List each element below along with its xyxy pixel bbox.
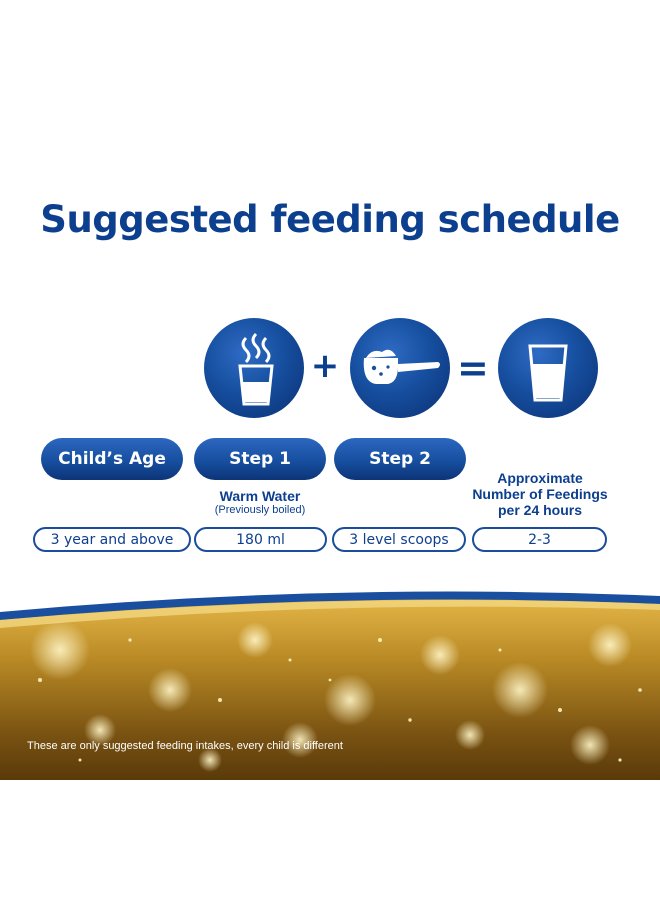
age-value: 3 year and above xyxy=(33,527,191,552)
warm-water-label: Warm Water xyxy=(219,488,301,504)
feedings-header: Approximate Number of Feedings per 24 ho… xyxy=(466,470,614,518)
prepared-milk-glass-icon xyxy=(498,318,598,418)
formula-scoop-icon xyxy=(350,318,450,418)
plus-sign: + xyxy=(310,346,340,386)
disclaimer-text: These are only suggested feeding intakes… xyxy=(27,740,343,752)
step-1-header: Step 1 xyxy=(194,438,326,480)
step-1-note: Warm Water (Previously boiled) xyxy=(194,488,326,516)
feedings-value: 2-3 xyxy=(472,527,607,552)
step-2-header: Step 2 xyxy=(334,438,466,480)
water-value: 180 ml xyxy=(194,527,327,552)
warm-water-glass-icon xyxy=(204,318,304,418)
previously-boiled-label: (Previously boiled) xyxy=(214,504,306,516)
feedings-header-line-3: per 24 hours xyxy=(497,502,583,518)
feedings-header-line-2: Number of Feedings xyxy=(472,486,608,502)
page-title: Suggested feeding schedule xyxy=(40,198,620,241)
scoops-value: 3 level scoops xyxy=(332,527,466,552)
feedings-header-line-1: Approximate xyxy=(497,470,583,486)
equals-sign: = xyxy=(457,346,489,390)
childs-age-header: Child’s Age xyxy=(41,438,183,480)
